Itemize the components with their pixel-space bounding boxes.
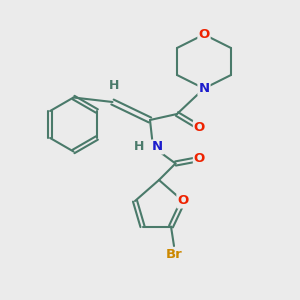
Text: O: O xyxy=(194,152,205,166)
Text: Br: Br xyxy=(166,248,182,262)
Text: O: O xyxy=(194,121,205,134)
Text: O: O xyxy=(177,194,189,208)
Text: N: N xyxy=(198,82,210,95)
Text: N: N xyxy=(152,140,163,154)
Text: H: H xyxy=(134,140,145,154)
Text: O: O xyxy=(198,28,210,41)
Text: H: H xyxy=(109,79,119,92)
